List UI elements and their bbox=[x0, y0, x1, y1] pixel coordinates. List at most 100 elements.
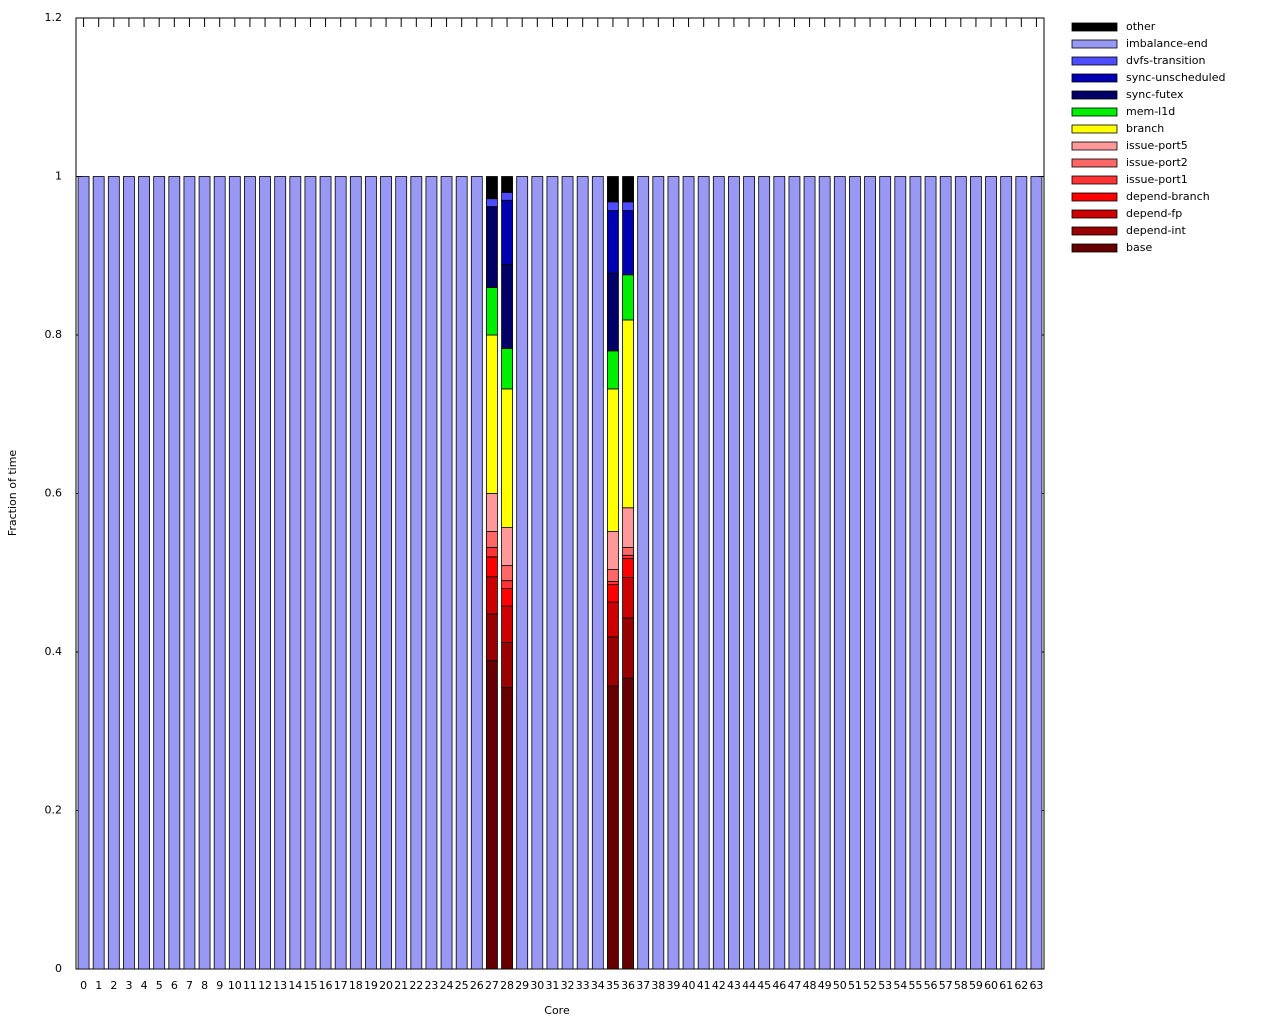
bar-segment bbox=[607, 685, 619, 970]
x-tick-label: 19 bbox=[364, 979, 378, 992]
legend-label: dvfs-transition bbox=[1126, 54, 1205, 67]
bar-segment bbox=[576, 176, 589, 970]
bar-segment bbox=[501, 527, 513, 567]
bar-segment bbox=[637, 176, 650, 970]
x-tick-label: 30 bbox=[530, 979, 544, 992]
legend-swatch bbox=[1071, 124, 1118, 134]
x-tick-label: 27 bbox=[485, 979, 499, 992]
legend-label: other bbox=[1126, 20, 1156, 33]
bar-segment bbox=[365, 176, 377, 970]
bar-segment bbox=[470, 176, 483, 970]
bar-segment bbox=[697, 176, 710, 970]
bar-segment bbox=[228, 176, 241, 970]
x-tick-label: 23 bbox=[424, 979, 438, 992]
x-tick-label: 24 bbox=[440, 979, 454, 992]
bar-segment bbox=[803, 176, 816, 970]
x-tick-label: 16 bbox=[319, 979, 333, 992]
bar-segment bbox=[501, 580, 513, 589]
x-tick-label: 34 bbox=[591, 979, 605, 992]
x-tick-label: 48 bbox=[803, 979, 817, 992]
bar-segment bbox=[501, 605, 513, 643]
bar-segment bbox=[607, 601, 619, 638]
x-tick-label: 56 bbox=[924, 979, 938, 992]
bar-segment bbox=[728, 176, 740, 970]
bar-segment bbox=[501, 687, 513, 970]
y-tick-label: 0.4 bbox=[45, 645, 63, 658]
x-tick-label: 46 bbox=[772, 979, 786, 992]
bar-segment bbox=[349, 176, 362, 970]
x-tick-label: 13 bbox=[273, 979, 287, 992]
legend-swatch bbox=[1071, 243, 1118, 253]
x-tick-label: 9 bbox=[216, 979, 223, 992]
bar-segment bbox=[894, 176, 907, 970]
y-tick-label: 1.2 bbox=[45, 11, 63, 24]
legend-swatch bbox=[1071, 107, 1118, 117]
bar-segment bbox=[410, 176, 423, 970]
x-tick-label: 35 bbox=[606, 979, 620, 992]
bar-segment bbox=[622, 546, 634, 556]
x-tick-label: 42 bbox=[712, 979, 726, 992]
bar-segment bbox=[622, 201, 634, 211]
x-tick-label: 55 bbox=[908, 979, 922, 992]
bar-segment bbox=[607, 531, 619, 570]
bar-segment bbox=[546, 176, 559, 970]
legend-swatch bbox=[1071, 90, 1118, 100]
bar-segment bbox=[486, 334, 498, 494]
bar-segment bbox=[622, 558, 634, 578]
bar-segment bbox=[622, 274, 634, 321]
bar-segment bbox=[486, 287, 498, 336]
bar-segment bbox=[607, 636, 619, 687]
x-tick-label: 51 bbox=[848, 979, 862, 992]
x-tick-label: 44 bbox=[742, 979, 756, 992]
legend-label: branch bbox=[1126, 122, 1164, 135]
bar-segment bbox=[607, 350, 619, 390]
y-tick-label: 0 bbox=[55, 962, 62, 975]
bar-segment bbox=[486, 531, 498, 548]
x-tick-label: 58 bbox=[954, 979, 968, 992]
x-tick-label: 29 bbox=[515, 979, 529, 992]
bar-segment bbox=[607, 210, 619, 274]
x-tick-label: 18 bbox=[349, 979, 363, 992]
bar-segment bbox=[622, 176, 634, 203]
bar-segment bbox=[607, 201, 619, 211]
y-tick-label: 0.2 bbox=[45, 804, 63, 817]
bar-segment bbox=[123, 176, 135, 970]
bar-segment bbox=[1000, 176, 1013, 970]
bar-segment bbox=[788, 176, 801, 970]
x-tick-label: 31 bbox=[545, 979, 559, 992]
bar-segment bbox=[183, 176, 196, 970]
bar-segment bbox=[833, 176, 846, 970]
x-tick-label: 5 bbox=[156, 979, 163, 992]
legend-label: base bbox=[1126, 241, 1152, 254]
bar-segment bbox=[501, 191, 513, 201]
bar-segment bbox=[259, 176, 271, 970]
bar-segment bbox=[501, 176, 513, 193]
legend-swatch bbox=[1071, 56, 1118, 66]
bar-segment bbox=[652, 176, 665, 970]
bar-segment bbox=[773, 176, 786, 970]
legend-label: issue-port5 bbox=[1126, 139, 1188, 152]
bar-segment bbox=[486, 613, 498, 662]
bar-segment bbox=[516, 176, 529, 970]
bar-segment bbox=[77, 176, 90, 970]
bar-segment bbox=[486, 176, 498, 200]
x-tick-label: 43 bbox=[727, 979, 741, 992]
bar-segment bbox=[168, 176, 181, 970]
x-tick-label: 14 bbox=[288, 979, 302, 992]
x-tick-label: 17 bbox=[334, 979, 348, 992]
bar-segment bbox=[607, 176, 619, 203]
x-tick-label: 4 bbox=[141, 979, 148, 992]
legend-label: depend-int bbox=[1126, 224, 1186, 237]
x-tick-label: 2 bbox=[110, 979, 117, 992]
legend-swatch bbox=[1071, 73, 1118, 83]
legend-label: depend-branch bbox=[1126, 190, 1210, 203]
x-tick-label: 60 bbox=[984, 979, 998, 992]
bar-segment bbox=[107, 176, 120, 970]
bar-segment bbox=[667, 176, 680, 970]
bar-segment bbox=[758, 176, 771, 970]
x-tick-label: 37 bbox=[636, 979, 650, 992]
legend-label: issue-port1 bbox=[1126, 173, 1188, 186]
x-tick-label: 26 bbox=[470, 979, 484, 992]
x-tick-label: 32 bbox=[561, 979, 575, 992]
